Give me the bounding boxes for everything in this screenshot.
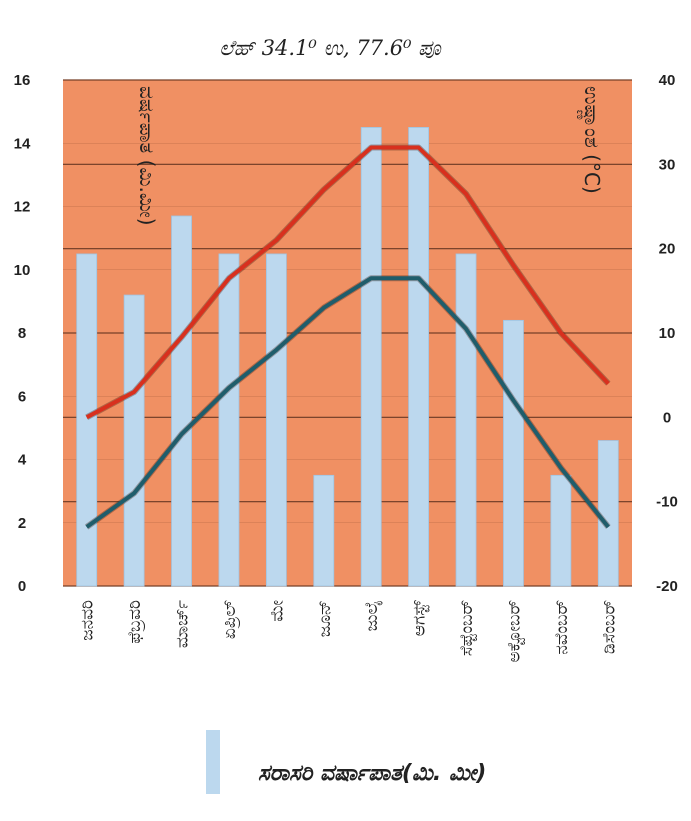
bar-6	[313, 474, 335, 587]
left-tick-label: 12	[14, 199, 31, 216]
left-tick-label: 4	[18, 452, 27, 469]
right-tick-label: -20	[656, 578, 678, 595]
bar-12	[597, 440, 619, 587]
right-tick-label: 40	[659, 72, 676, 89]
left-tick-label: 6	[18, 388, 26, 405]
bar-10	[503, 319, 524, 587]
right-axis-label: ಉಷ್ಣಾಂಶ (°C)	[577, 86, 604, 194]
bar-9	[455, 253, 477, 587]
left-tick-label: 14	[14, 135, 31, 152]
month-label-7: ಜುಲೈ	[362, 600, 383, 631]
month-label-10: ಅಕ್ಟೋಬರ್	[505, 600, 526, 663]
temperature-line-1	[85, 145, 610, 420]
month-label-2: ಫೆಬ್ರವರಿ	[125, 600, 145, 644]
month-label-12: ಡಿಸೆಂಬರ್	[599, 600, 619, 654]
legend-label: ಸರಾಸರಿ ವರ್ಷಾಪಾತ(ಮಿ. ಮೀ)	[258, 761, 486, 786]
month-label-6: ಜೂನ್	[315, 600, 335, 637]
left-axis-ticks: 0 2 4 6 8 10 12 14 16	[14, 72, 31, 595]
right-tick-label: 0	[663, 409, 671, 426]
bar-1	[76, 253, 98, 587]
temperature-line-2	[85, 276, 610, 529]
temperature-lines	[84, 144, 611, 530]
bar-5	[265, 253, 287, 587]
bar-2	[123, 294, 145, 587]
right-tick-label: -10	[656, 494, 678, 511]
bar-7	[360, 127, 382, 587]
left-tick-label: 16	[14, 72, 31, 89]
left-tick-label: 10	[14, 262, 31, 279]
left-tick-label: 2	[18, 515, 26, 532]
bar-11	[550, 474, 572, 587]
month-labels: ಜನವರಿ ಫೆಬ್ರವರಿ ಮಾರ್ಚ್ ಏಪ್ರಿಲ್ ಮೇ ಜೂನ್ ಜುಲೈ ಆಗಸ್…	[78, 600, 620, 663]
left-axis-label: ವರ್ಷಪಾತ (ಮಿ.ಮೀ)	[135, 86, 159, 226]
right-axis-ticks: -20 -10 0 10 20 30 40	[656, 72, 678, 595]
legend-swatch	[206, 730, 220, 794]
left-tick-label: 8	[18, 325, 26, 342]
right-tick-label: 10	[659, 325, 676, 342]
right-tick-label: 20	[659, 241, 676, 258]
bar-3	[171, 215, 192, 587]
month-label-9: ಸೆಪ್ಟೆಂಬರ್	[457, 600, 477, 656]
right-tick-label: 30	[659, 156, 676, 173]
month-label-5: ಮೇ	[267, 600, 287, 622]
rainfall-bars	[76, 127, 619, 587]
month-label-3: ಮಾರ್ಚ್	[173, 600, 193, 648]
bar-4	[218, 253, 240, 587]
bar-8	[408, 127, 430, 587]
left-tick-label: 0	[18, 578, 26, 595]
month-label-8: ಆಗಸ್ಟ್	[410, 600, 430, 637]
month-label-1: ಜನವರಿ	[78, 600, 98, 641]
month-label-4: ಏಪ್ರಿಲ್	[220, 600, 240, 639]
gridlines	[63, 79, 632, 587]
month-label-11: ನವೆಂಬರ್	[552, 600, 572, 655]
chart-title: ಲೆಹ್ 34.1⁰ ಉ, 77.6⁰ ಪೂ	[219, 36, 441, 60]
